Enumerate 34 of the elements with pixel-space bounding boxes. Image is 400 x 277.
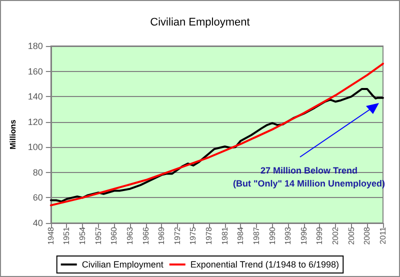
legend-label: Civilian Employment (82, 260, 164, 270)
y-tick-label: 40 (32, 218, 43, 228)
x-tick-label: 2002 (331, 226, 340, 245)
x-tick-label: 1990 (268, 226, 277, 245)
x-tick-label: 1984 (236, 226, 246, 245)
x-tick-label: 1996 (299, 226, 308, 245)
y-tick-label: 140 (28, 92, 43, 102)
y-tick-label: 100 (28, 142, 43, 152)
x-tick-label: 1972 (172, 226, 182, 245)
x-tick-label: 1951 (62, 226, 72, 245)
x-tick-label: 1975 (188, 226, 198, 245)
x-tick-label: 1993 (284, 226, 293, 245)
y-tick-label: 60 (32, 192, 43, 203)
y-axis-title: Millions (8, 119, 18, 150)
legend-label: Exponential Trend (1/1948 to 6/1998) (190, 260, 339, 270)
chart-title: Civilian Employment (150, 16, 250, 28)
x-tick-label: 2011 (378, 226, 388, 244)
y-tick-label: 80 (32, 167, 43, 178)
x-tick-label: 1957 (94, 226, 103, 245)
x-tick-label: 2005 (346, 226, 356, 245)
x-tick-label: 1969 (157, 226, 166, 245)
y-tick-label: 160 (28, 66, 43, 76)
x-tick-label: 1948 (46, 226, 56, 245)
x-tick-label: 1987 (252, 226, 261, 245)
x-tick-label: 1966 (141, 226, 150, 245)
x-tick-label: 2008 (362, 226, 372, 245)
y-tick-label: 180 (28, 41, 43, 51)
y-tick-label: 120 (28, 116, 43, 127)
x-tick-label: 1999 (315, 226, 324, 245)
x-tick-label: 1960 (110, 226, 119, 245)
x-tick-label: 1978 (204, 226, 214, 245)
x-tick-label: 1954 (78, 226, 88, 245)
x-tick-label: 1963 (125, 226, 134, 245)
x-tick-label: 1981 (220, 226, 230, 245)
